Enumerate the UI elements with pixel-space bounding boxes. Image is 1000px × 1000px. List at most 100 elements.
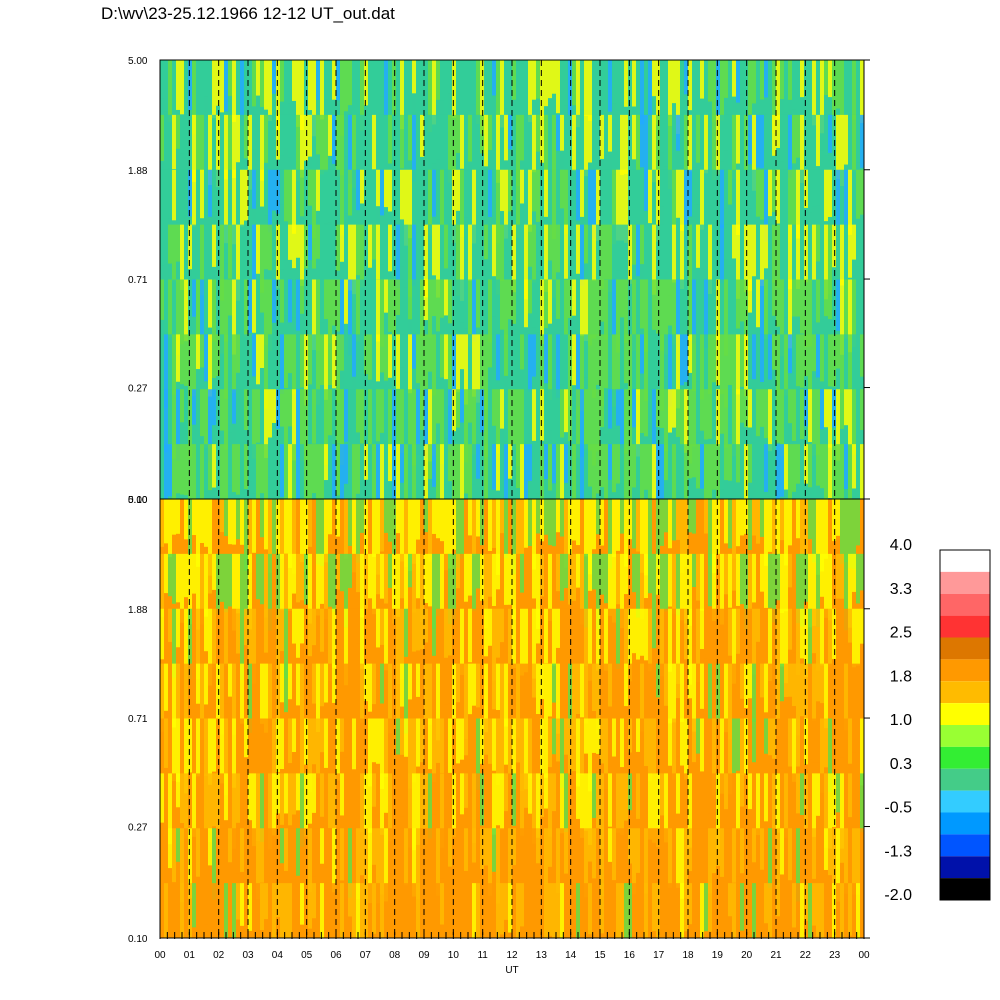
heatmap-cell	[252, 279, 256, 333]
heatmap-cell	[304, 663, 308, 740]
heatmap-cell	[680, 553, 684, 621]
heatmap-cell	[380, 334, 384, 373]
heatmap-cell	[484, 334, 488, 410]
heatmap-cell	[360, 499, 364, 533]
heatmap-cell	[356, 224, 360, 276]
heatmap-cell	[384, 444, 388, 499]
heatmap-cell	[352, 169, 356, 243]
heatmap-cell	[564, 883, 568, 925]
heatmap-cell	[460, 389, 464, 423]
heatmap-cell	[760, 608, 764, 644]
heatmap-cell	[264, 389, 268, 458]
heatmap-cell	[368, 663, 372, 712]
heatmap-cell	[500, 718, 504, 780]
heatmap-cell	[508, 883, 512, 933]
heatmap-cell	[228, 389, 232, 433]
heatmap-cell	[240, 389, 244, 459]
heatmap-cell	[580, 663, 584, 718]
heatmap-cell	[696, 60, 700, 121]
heatmap-cell	[628, 334, 632, 405]
heatmap-cell	[164, 389, 168, 453]
heatmap-cell	[600, 718, 604, 764]
x-tick-label: 16	[624, 950, 636, 961]
heatmap-cell	[296, 60, 300, 127]
heatmap-cell	[700, 828, 704, 891]
heatmap-cell	[396, 718, 400, 755]
heatmap-cell	[164, 608, 168, 650]
heatmap-cell	[264, 224, 268, 270]
heatmap-cell	[656, 60, 660, 125]
heatmap-cell	[860, 169, 864, 215]
heatmap-cell	[292, 114, 296, 187]
heatmap-cell	[284, 883, 288, 938]
heatmap-cell	[772, 389, 776, 459]
heatmap-cell	[444, 60, 448, 116]
heatmap-cell	[320, 224, 324, 286]
heatmap-cell	[304, 828, 308, 886]
colorbar-swatch	[940, 681, 990, 704]
heatmap-cell	[704, 608, 708, 659]
heatmap-cell	[340, 499, 344, 544]
heatmap-cell	[208, 608, 212, 686]
heatmap-cell	[616, 499, 620, 551]
heatmap-cell	[208, 334, 212, 397]
heatmap-cell	[392, 389, 396, 454]
heatmap-cell	[692, 663, 696, 732]
heatmap-cell	[360, 169, 364, 204]
heatmap-cell	[780, 60, 784, 100]
heatmap-cell	[376, 883, 380, 926]
heatmap-cell	[596, 663, 600, 734]
heatmap-cell	[216, 60, 220, 106]
heatmap-cell	[636, 499, 640, 552]
heatmap-cell	[776, 224, 780, 288]
heatmap-cell	[476, 60, 480, 125]
heatmap-cell	[260, 224, 264, 293]
heatmap-cell	[272, 444, 276, 493]
heatmap-cell	[340, 334, 344, 371]
heatmap-cell	[804, 773, 808, 842]
heatmap-cell	[248, 114, 252, 190]
heatmap-cell	[520, 444, 524, 499]
heatmap-cell	[840, 663, 844, 739]
colorbar: 4.03.32.51.81.00.3-0.5-1.3-2.0	[884, 537, 991, 904]
heatmap-cell	[324, 553, 328, 620]
heatmap-cell	[312, 883, 316, 919]
heatmap-cell	[512, 663, 516, 707]
heatmap-cell	[184, 718, 188, 794]
heatmap-cell	[536, 114, 540, 152]
heatmap-cell	[588, 553, 592, 591]
heatmap-cell	[756, 389, 760, 437]
heatmap-cell	[448, 60, 452, 94]
heatmap-cell	[364, 773, 368, 840]
heatmap-cell	[168, 608, 172, 642]
heatmap-cell	[256, 883, 260, 922]
heatmap-cell	[820, 608, 824, 666]
heatmap-cell	[688, 663, 692, 699]
heatmap-cell	[744, 499, 748, 534]
heatmap-cell	[756, 114, 760, 168]
heatmap-cell	[388, 444, 392, 482]
heatmap-cell	[216, 334, 220, 377]
heatmap-cell	[560, 444, 564, 499]
heatmap-cell	[348, 883, 352, 917]
heatmap-cell	[844, 169, 848, 230]
heatmap-cell	[252, 718, 256, 763]
heatmap-cell	[832, 224, 836, 268]
heatmap-cell	[748, 224, 752, 291]
heatmap-cell	[488, 663, 492, 739]
heatmap-cell	[172, 499, 176, 535]
heatmap-cell	[232, 444, 236, 493]
heatmap-cell	[812, 499, 816, 563]
heatmap-cell	[768, 114, 772, 173]
heatmap-cell	[392, 169, 396, 217]
heatmap-cell	[372, 663, 376, 705]
heatmap-cell	[328, 279, 332, 344]
heatmap-cell	[192, 828, 196, 884]
heatmap-cell	[816, 334, 820, 378]
heatmap-cell	[760, 499, 764, 537]
heatmap-cell	[784, 444, 788, 490]
heatmap-cell	[168, 773, 172, 845]
heatmap-cell	[608, 828, 612, 862]
heatmap-cell	[312, 444, 316, 494]
heatmap-cell	[788, 389, 792, 424]
